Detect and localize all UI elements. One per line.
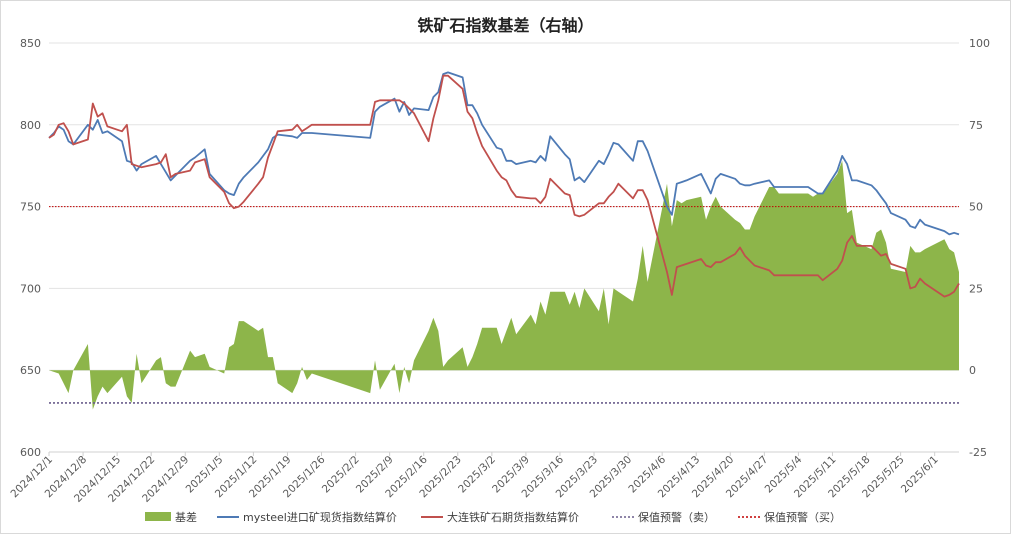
legend: 基差 mysteel进口矿现货指数结算价 大连铁矿石期货指数结算价 保值预警（卖） 保值… (145, 510, 841, 524)
y-left-tick-label: 800 (20, 119, 41, 132)
basis-area (49, 160, 959, 410)
series-line (48, 74, 960, 298)
area-layer (49, 160, 959, 410)
legend-label: 保值预警（买） (764, 510, 841, 524)
legend-label: mysteel进口矿现货指数结算价 (243, 510, 397, 524)
legend-label: 基差 (175, 510, 197, 524)
legend-swatch (145, 512, 171, 521)
y-left-tick-label: 600 (20, 446, 41, 459)
y-right-tick-label: 25 (969, 282, 983, 295)
line-layer (48, 71, 960, 298)
chart-title: 铁矿石指数基差（右轴） (417, 16, 594, 35)
y-left-tick-label: 650 (20, 364, 41, 377)
y-left-tick-label: 750 (20, 201, 41, 214)
y-left-tick-label: 850 (20, 37, 41, 50)
y-left-tick-label: 700 (20, 282, 41, 295)
x-tick-label: 2025/6/1 (899, 454, 941, 496)
legend-label: 大连铁矿石期货指数结算价 (447, 510, 579, 524)
y-right-tick-label: 100 (969, 37, 990, 50)
y-right-tick-label: 0 (969, 364, 976, 377)
series-line (48, 71, 960, 236)
y-right-tick-label: 50 (969, 201, 983, 214)
y-right-tick-label: 75 (969, 119, 983, 132)
y-right-tick-label: -25 (969, 446, 987, 459)
legend-label: 保值预警（卖） (638, 510, 715, 524)
